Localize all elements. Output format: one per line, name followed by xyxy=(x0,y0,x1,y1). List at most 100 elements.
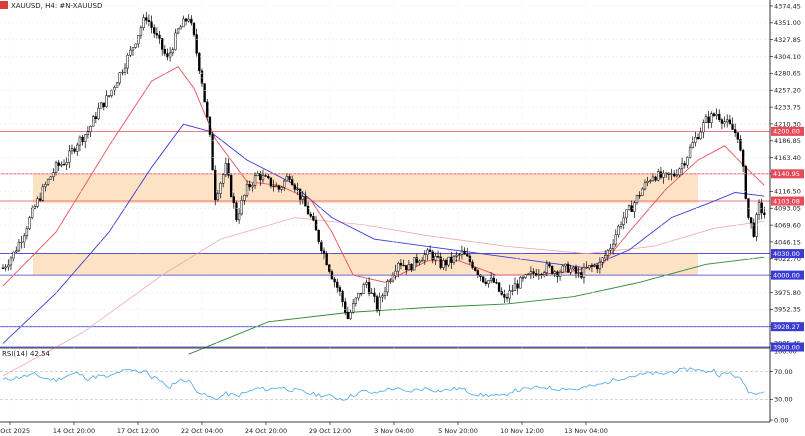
candle-body xyxy=(489,277,493,281)
candle-body xyxy=(121,72,124,74)
candle-body xyxy=(229,175,233,197)
candle-body xyxy=(481,276,485,283)
candle-body xyxy=(577,272,580,274)
candle-body xyxy=(349,312,352,319)
candle-body xyxy=(662,172,665,178)
candle-body xyxy=(458,254,461,256)
price-tick-label: 4210.30 xyxy=(774,120,801,128)
candle-body xyxy=(253,175,257,186)
candle-body xyxy=(593,265,596,267)
chart-title: XAUUSD, H4: #N-XAUUSD xyxy=(11,2,102,10)
candle-body xyxy=(259,173,262,181)
level-label: 4103.08 xyxy=(773,197,800,205)
candle-body xyxy=(604,255,607,259)
rsi-tick-label: 0.00 xyxy=(774,416,788,424)
ma-pink-line xyxy=(2,217,765,377)
candle-body xyxy=(243,194,246,201)
candle-body xyxy=(224,163,228,175)
candle-body xyxy=(46,179,50,185)
candle-body xyxy=(678,168,681,176)
candle-body xyxy=(680,163,684,170)
level-label-box xyxy=(771,196,804,206)
candle-body xyxy=(500,291,503,295)
candle-body xyxy=(694,137,697,143)
candle-body xyxy=(670,173,673,175)
candle-body xyxy=(696,137,700,140)
rsi-tick-label: 70.00 xyxy=(774,368,793,376)
candle-body xyxy=(466,254,469,257)
candle-body xyxy=(57,162,60,166)
candle-body xyxy=(248,183,251,188)
candle-body xyxy=(723,121,726,124)
time-tick-label: 13 Nov 04:00 xyxy=(564,427,608,435)
candle-body xyxy=(94,116,98,119)
candle-body xyxy=(328,264,331,272)
candle-body xyxy=(174,32,177,50)
candle-body xyxy=(614,234,617,245)
candle-body xyxy=(184,18,188,22)
candle-body xyxy=(237,213,241,221)
moving-averages xyxy=(2,66,765,377)
candle-body xyxy=(415,257,419,263)
candle-body xyxy=(280,186,283,190)
price-tick-label: 4374.45 xyxy=(774,2,801,10)
candle-body xyxy=(195,34,198,54)
price-tick-label: 4304.10 xyxy=(774,53,801,61)
candle-body xyxy=(630,205,633,212)
candle-body xyxy=(7,264,10,268)
candle-body xyxy=(203,83,206,103)
candle-body xyxy=(33,206,37,209)
candle-body xyxy=(341,291,344,303)
candle-body xyxy=(54,162,58,173)
candle-body xyxy=(649,180,652,182)
candle-body xyxy=(439,256,442,268)
candle-body xyxy=(301,196,304,200)
level-label-box xyxy=(771,270,804,280)
candle-body xyxy=(211,134,214,171)
candle-body xyxy=(574,267,578,274)
candle-body xyxy=(532,271,535,274)
candle-body xyxy=(272,185,275,188)
candle-body xyxy=(145,17,148,21)
candle-body xyxy=(508,290,511,299)
candle-body xyxy=(251,185,254,188)
candle-body xyxy=(160,38,164,50)
time-tick-label: 22 Oct 04:00 xyxy=(181,427,223,435)
candle-body xyxy=(31,207,34,218)
time-tick-label: 10 Oct 2025 xyxy=(0,427,30,435)
candle-body xyxy=(52,172,55,178)
candle-body xyxy=(89,126,92,133)
candle-body xyxy=(675,174,678,177)
candle-body xyxy=(267,175,270,179)
candle-body xyxy=(423,254,426,261)
candle-body xyxy=(527,273,530,275)
candle-body xyxy=(418,260,421,263)
candle-body xyxy=(627,205,631,210)
candle-body xyxy=(691,142,694,149)
candle-body xyxy=(163,49,166,54)
candle-body xyxy=(320,241,323,252)
candle-body xyxy=(394,270,397,276)
candle-body xyxy=(463,250,466,255)
candle-body xyxy=(285,176,289,182)
candle-body xyxy=(86,131,90,135)
candle-body xyxy=(752,222,755,237)
candle-body xyxy=(718,113,721,120)
candle-body xyxy=(147,19,151,23)
candle-body xyxy=(288,176,291,180)
candle-body xyxy=(564,263,567,267)
candle-body xyxy=(744,165,747,199)
candle-body xyxy=(168,52,172,58)
candle-body xyxy=(216,193,220,201)
price-tick-label: 4186.85 xyxy=(774,137,801,145)
candle-body xyxy=(503,294,506,298)
candle-body xyxy=(150,21,153,28)
candle-body xyxy=(245,183,249,196)
candle-body xyxy=(126,55,129,69)
candle-body xyxy=(354,297,357,304)
candle-body xyxy=(359,292,363,295)
candle-body xyxy=(76,144,79,152)
candle-body xyxy=(521,277,525,279)
